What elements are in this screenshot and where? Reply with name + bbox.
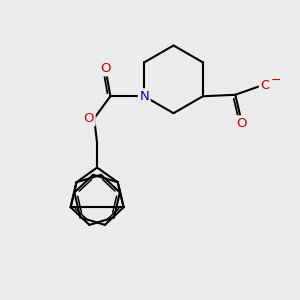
Text: O: O xyxy=(236,117,246,130)
Text: O: O xyxy=(84,112,94,125)
Text: O: O xyxy=(101,62,111,75)
Text: −: − xyxy=(270,74,281,87)
Text: O: O xyxy=(260,80,271,92)
Text: N: N xyxy=(140,90,149,103)
